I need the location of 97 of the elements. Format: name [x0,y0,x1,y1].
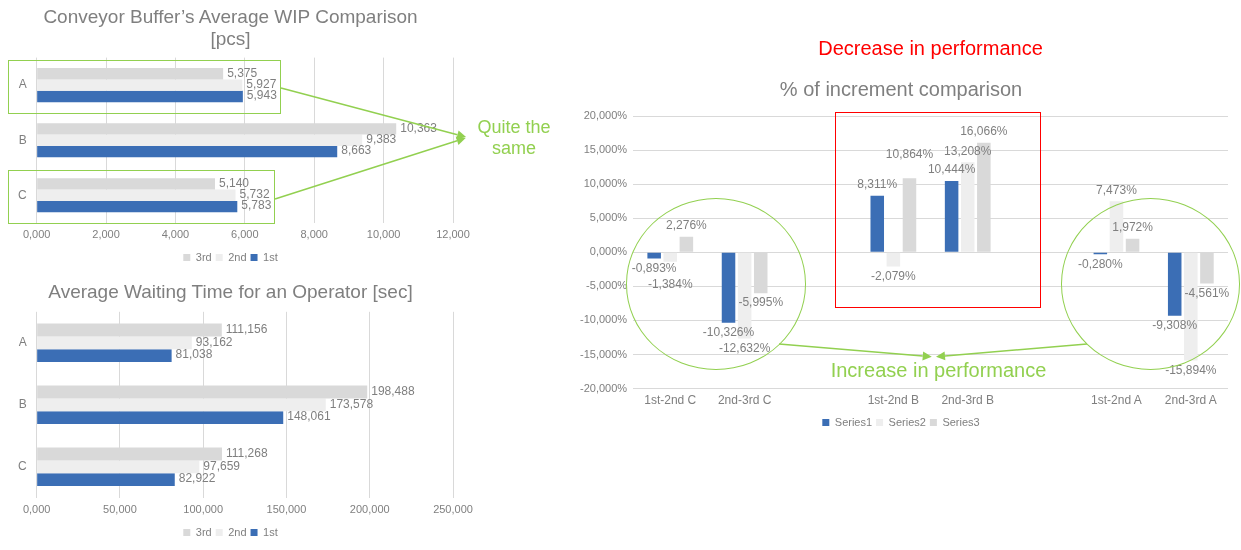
bar [37,336,192,350]
data-label: 81,038 [175,347,213,362]
y-tick-label: C [17,459,27,474]
bar [37,189,236,201]
data-label: 173,578 [329,396,374,411]
x-tick-label: 0,000 [22,503,51,516]
x-tick-label: 100,000 [183,503,224,516]
bar [1167,252,1182,316]
x-tick-label: 50,000 [103,503,137,516]
data-label: -15,894% [1165,362,1217,377]
text: Decrease in performance [817,36,1044,60]
data-label: -12,632% [718,340,771,355]
data-label: -4,561% [1184,285,1230,300]
bar [37,398,326,412]
bar [663,252,678,262]
x-tick-label: 1st-2nd A [1091,393,1142,408]
legend-label: 1st [263,525,278,538]
y-tick-label: A [18,335,27,350]
legend-label: Series2 [888,415,926,428]
data-label: -5,995% [738,295,784,310]
bar [37,134,363,146]
data-label: 82,922 [178,471,216,486]
x-tick-label: 2nd-3rd C [717,393,772,408]
legend-label: Series3 [942,415,980,428]
legend-label: 2nd [228,250,247,263]
y-tick-label: -20,000% [579,381,628,394]
bar [870,195,885,252]
bar [37,79,243,91]
data-label: -9,308% [1152,318,1198,333]
x-tick-label: 12,000 [436,228,470,241]
x-tick-label: 250,000 [433,503,473,516]
data-label: 5,140 [219,175,250,190]
data-label: 93,162 [195,334,233,349]
x-tick-label: 2,000 [92,228,120,241]
y-tick-label: B [18,397,27,412]
legend-label: 1st [263,250,278,263]
data-label: 97,659 [203,458,241,473]
data-label: -2,079% [871,268,917,283]
y-tick-label: C [17,187,27,202]
data-label: 10,864% [885,146,934,161]
data-label: -1,384% [647,277,693,292]
chart-title: Average Waiting Time for an Operator [sec] [48,280,413,302]
legend-label: 2nd [228,525,247,538]
chart-title: % of increment comparison [779,77,1023,100]
data-label: -10,326% [702,324,755,339]
x-tick-label: 10,000 [366,228,401,241]
data-label: 10,363 [400,120,438,135]
data-label: 148,061 [287,409,331,424]
x-tick-label: 4,000 [161,228,190,241]
bar [647,252,661,259]
y-tick-label: -15,000% [579,347,628,360]
data-label: 2,276% [666,218,708,233]
bar [37,349,172,363]
x-tick-label: 0,000 [22,228,51,241]
bar [944,181,959,252]
y-tick-label: 20,000% [583,109,628,122]
data-label: 1,972% [1112,220,1154,235]
chart-title: Conveyor Buffer’s Average WIP Comparison [pcs] [43,5,418,50]
data-label: -0,893% [631,260,677,275]
bar [37,473,175,487]
x-tick-label: 200,000 [349,503,390,516]
y-tick-label: 0,000% [589,245,628,258]
x-tick-label: 150,000 [266,503,307,516]
bar [886,252,901,267]
y-tick-label: 5,000% [589,211,628,224]
legend-label: 3rd [195,525,212,538]
bar [721,252,736,323]
y-tick-label: A [18,77,27,92]
x-tick-label: 2nd-3rd B [941,393,995,408]
text: Quite the same [476,116,552,160]
data-label: 10,444% [927,162,976,177]
bar [37,145,338,158]
data-label: 8,311% [857,176,898,191]
bar [37,460,200,474]
x-tick-label: 6,000 [231,228,259,241]
data-label: 5,943 [246,88,278,103]
data-label: 111,156 [225,321,268,336]
x-tick-label: 1st-2nd C [644,393,697,408]
bar [37,200,238,213]
bar [37,90,243,103]
bar [37,411,284,425]
y-tick-label: B [18,132,27,147]
data-label: 198,488 [371,383,415,398]
data-label: 13,208% [944,143,992,158]
x-tick-label: 8,000 [300,228,328,241]
data-label: 16,066% [960,124,1008,139]
legend-label: Series1 [834,415,873,428]
legend-label: 3rd [195,250,212,263]
data-label: 111,268 [225,445,268,460]
y-tick-label: -10,000% [579,313,628,326]
y-tick-label: 15,000% [583,143,628,156]
data-label: 7,473% [1096,182,1138,197]
x-tick-label: 2nd-3rd A [1164,393,1217,408]
data-label: -0,280% [1077,256,1124,271]
y-tick-label: 10,000% [583,177,628,190]
x-tick-label: 1st-2nd B [867,393,920,408]
annotation: Increase in performance [829,357,1048,382]
